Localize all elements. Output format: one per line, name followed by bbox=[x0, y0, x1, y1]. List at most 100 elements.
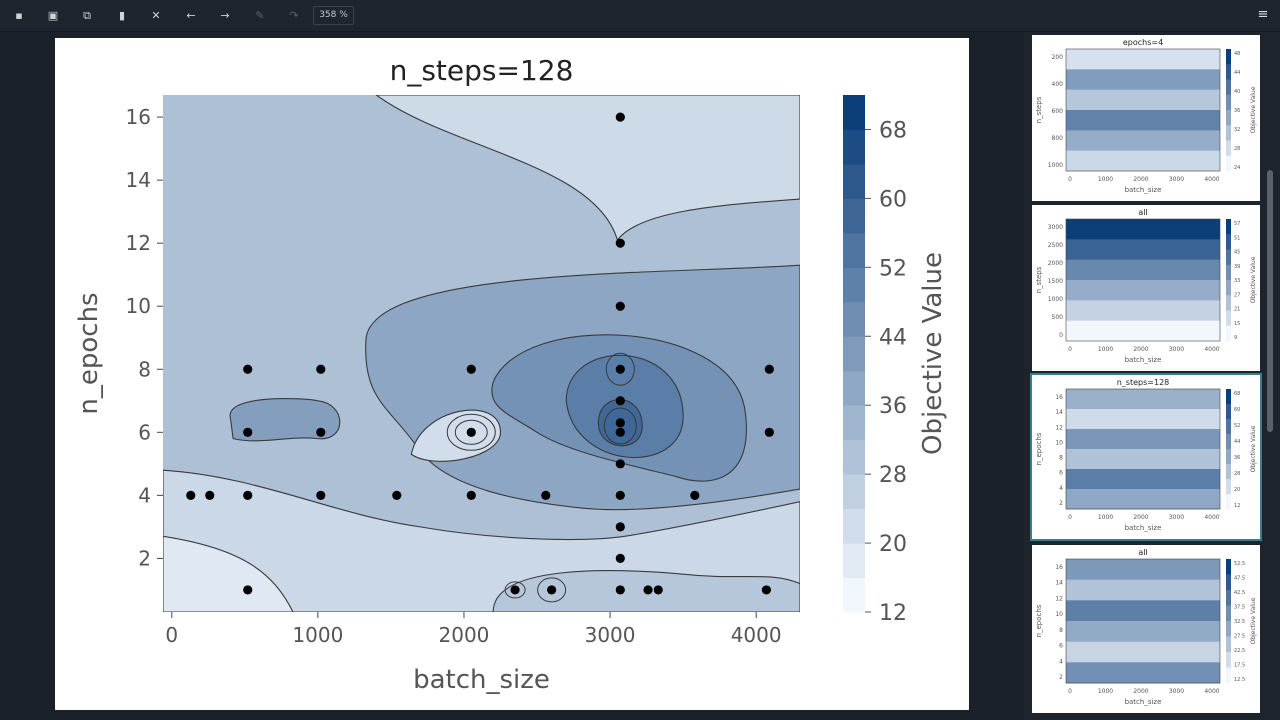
trial-point bbox=[615, 364, 625, 374]
thumb-x-label: batch_size bbox=[1125, 356, 1162, 364]
trial-point bbox=[243, 585, 253, 595]
x-tick-label: 2000 bbox=[439, 623, 490, 647]
thumbnail-3[interactable]: n_steps=128 0 1000 2000 3000 4000 16 14 12 10 8 6 4 2… bbox=[1030, 373, 1262, 541]
forward-arrow-icon[interactable]: → bbox=[220, 9, 230, 22]
thumb-y-tick: 16 bbox=[1055, 564, 1063, 571]
thumb-band bbox=[1066, 150, 1220, 172]
save-all-icon[interactable]: ▣ bbox=[47, 9, 59, 22]
colorbar-band bbox=[843, 198, 865, 234]
trial-point bbox=[764, 427, 774, 437]
redo-icon[interactable]: ↷ bbox=[289, 9, 299, 22]
thumb-y-tick: 14 bbox=[1055, 580, 1063, 587]
thumb-y-tick: 2 bbox=[1059, 674, 1063, 681]
trial-point bbox=[316, 490, 326, 500]
thumb-y-tick: 1000 bbox=[1048, 162, 1063, 169]
thumb-colorbar-tick: 12.5 bbox=[1234, 677, 1245, 683]
y-tick-label: 6 bbox=[138, 420, 151, 444]
thumb-colorbar-band bbox=[1226, 219, 1231, 235]
colorbar-band bbox=[843, 543, 865, 579]
thumb-colorbar-band bbox=[1226, 280, 1231, 296]
thumb-colorbar-tick: 51 bbox=[1234, 235, 1240, 241]
trial-point bbox=[761, 585, 771, 595]
thumb-y-tick: 4 bbox=[1059, 658, 1063, 665]
colorbar-band bbox=[843, 232, 865, 268]
colorbar-band bbox=[843, 370, 865, 406]
thumb-y-tick: 12 bbox=[1055, 424, 1063, 431]
thumbnail-4[interactable]: all 0 1000 2000 3000 4000 16 14 12 10 8 6 4 2 batch_si… bbox=[1032, 545, 1260, 713]
back-arrow-icon[interactable]: ← bbox=[186, 9, 196, 22]
thumbnail-1[interactable]: epochs=4 0 1000 2000 3000 4000 200 400 600 800 100… bbox=[1032, 35, 1260, 201]
thumb-colorbar-label: Objective Value bbox=[1250, 425, 1257, 472]
thumb-colorbar-tick: 22.5 bbox=[1234, 648, 1245, 654]
y-tick-label: 16 bbox=[126, 105, 151, 129]
copy-icon[interactable]: ⧉ bbox=[83, 9, 91, 22]
thumb-colorbar-band bbox=[1226, 434, 1231, 450]
colorbar-tick-label: 36 bbox=[879, 394, 907, 419]
colorbar-tick-label: 12 bbox=[879, 601, 907, 626]
thumb-colorbar-tick: 57 bbox=[1234, 221, 1240, 227]
contour-regions bbox=[163, 95, 800, 612]
colorbar-band bbox=[843, 336, 865, 372]
hamburger-menu-icon[interactable]: ≡ bbox=[1257, 7, 1269, 22]
thumb-colorbar-band bbox=[1226, 605, 1231, 622]
thumb-colorbar-band bbox=[1226, 64, 1231, 80]
thumbnail-sidebar: epochs=4 0 1000 2000 3000 4000 200 400 600 800 100… bbox=[1024, 32, 1280, 720]
thumb-band bbox=[1066, 130, 1220, 152]
trial-point bbox=[615, 459, 625, 469]
trial-point bbox=[466, 427, 476, 437]
thumb-colorbar-band bbox=[1226, 590, 1231, 606]
trial-point bbox=[764, 364, 774, 374]
thumb-colorbar-tick: 12 bbox=[1234, 503, 1240, 509]
thumb-y-tick: 14 bbox=[1055, 409, 1063, 416]
colorbar-band bbox=[843, 508, 865, 544]
delete-icon[interactable]: ▮ bbox=[118, 9, 126, 22]
save-icon[interactable]: ▪ bbox=[15, 9, 23, 22]
thumb-y-tick: 200 bbox=[1052, 54, 1064, 61]
thumb-band bbox=[1066, 662, 1220, 684]
thumb-y-tick: 600 bbox=[1052, 108, 1064, 115]
colorbar-band bbox=[843, 405, 865, 441]
thumb-colorbar-tick: 39 bbox=[1234, 264, 1240, 270]
thumb-band bbox=[1066, 49, 1220, 70]
thumb-colorbar-tick: 68 bbox=[1234, 391, 1240, 397]
thumb-colorbar-band bbox=[1226, 155, 1231, 172]
thumb-y-tick: 1500 bbox=[1048, 278, 1063, 285]
thumb-x-tick: 1000 bbox=[1098, 688, 1113, 695]
colorbar-band bbox=[843, 129, 865, 165]
trial-point bbox=[466, 490, 476, 500]
trial-point bbox=[615, 427, 625, 437]
thumb-band bbox=[1066, 409, 1220, 430]
thumb-x-label: batch_size bbox=[1125, 186, 1162, 194]
thumb-colorbar-tick: 28 bbox=[1234, 471, 1240, 477]
thumb-colorbar-band bbox=[1226, 234, 1231, 250]
thumb-x-tick: 3000 bbox=[1169, 514, 1184, 521]
thumbnail-2[interactable]: all 0 1000 2000 3000 4000 3000 2500 2000 1500 1000… bbox=[1032, 205, 1260, 371]
trial-point bbox=[615, 112, 625, 122]
thumb-colorbar-band bbox=[1226, 264, 1231, 281]
contour-ring bbox=[454, 419, 488, 445]
sidebar-scrollbar[interactable] bbox=[1267, 170, 1273, 432]
contour-ring bbox=[605, 352, 635, 386]
thumb-y-tick: 400 bbox=[1052, 81, 1064, 88]
y-tick-label: 12 bbox=[126, 231, 151, 255]
thumb-colorbar-tick: 52 bbox=[1234, 423, 1240, 429]
clear-icon[interactable]: ✕ bbox=[151, 9, 161, 22]
thumb-y-tick: 10 bbox=[1055, 439, 1063, 446]
thumb-colorbar-tick: 21 bbox=[1234, 307, 1240, 313]
brush-icon[interactable]: ✎ bbox=[255, 9, 265, 22]
thumb-band bbox=[1066, 89, 1220, 111]
trial-point bbox=[690, 490, 700, 500]
thumb-band bbox=[1066, 489, 1220, 510]
thumb-colorbar-tick: 17.5 bbox=[1234, 663, 1245, 669]
colorbar-band bbox=[843, 95, 865, 130]
thumb-colorbar-band bbox=[1226, 249, 1231, 266]
zoom-level[interactable]: 358 % bbox=[313, 6, 354, 25]
thumb-colorbar-band bbox=[1226, 94, 1231, 111]
thumb-band bbox=[1066, 69, 1220, 91]
trial-point bbox=[392, 490, 402, 500]
trial-point bbox=[243, 364, 253, 374]
trial-point bbox=[243, 490, 253, 500]
plot-title: n_steps=128 bbox=[390, 54, 574, 87]
thumb-x-tick: 1000 bbox=[1098, 176, 1113, 183]
thumb-colorbar-band bbox=[1226, 125, 1231, 141]
